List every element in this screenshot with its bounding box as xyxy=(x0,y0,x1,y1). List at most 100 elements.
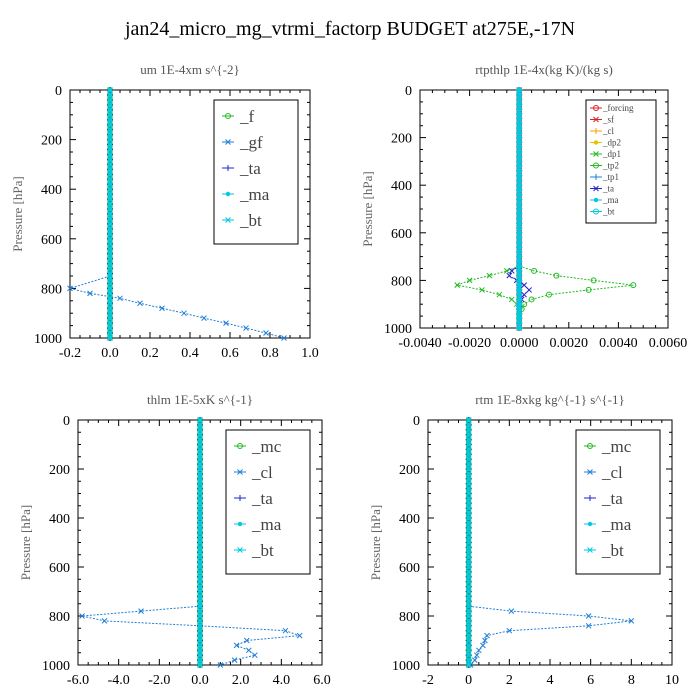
data-point xyxy=(117,295,123,302)
chart-panel-4: rtm 1E-8xkg kg^{-1} s^{-1} Pressure [hPa]… xyxy=(368,392,679,688)
x-tick-label: 0.0 xyxy=(191,673,209,688)
data-point xyxy=(465,456,472,463)
data-point xyxy=(107,191,113,198)
data-point xyxy=(223,320,229,326)
legend-marker xyxy=(587,521,593,527)
x-tick-label: 0.8 xyxy=(261,346,279,361)
data-point xyxy=(243,325,249,331)
data-point xyxy=(197,549,203,556)
chart-panel-2: rtpthlp 1E-4x(kg K)/(kg s) Pressure [hPa]… xyxy=(360,62,687,351)
data-point xyxy=(107,315,113,322)
data-point xyxy=(197,652,203,659)
y-tick-label: 200 xyxy=(391,132,412,147)
legend-marker xyxy=(593,105,599,111)
data-point xyxy=(517,297,522,302)
data-point xyxy=(107,235,113,242)
y-tick-label: 200 xyxy=(399,463,420,478)
data-point xyxy=(517,311,522,316)
legend-marker xyxy=(593,140,599,145)
legend-marker xyxy=(587,495,593,501)
data-point xyxy=(465,583,472,590)
data-point xyxy=(107,102,113,108)
y-tick-label: 800 xyxy=(399,610,420,625)
legend-label: _bt xyxy=(601,541,624,560)
data-point xyxy=(506,272,513,279)
y-axis-label: Pressure [hPa] xyxy=(368,505,383,580)
data-point xyxy=(197,632,203,639)
data-point xyxy=(107,161,113,168)
y-tick-label: 800 xyxy=(41,282,62,297)
data-point xyxy=(107,240,113,247)
panel-title: um 1E-4xm s^{-2} xyxy=(140,62,239,77)
legend-marker xyxy=(237,521,243,527)
x-tick-label: 0 xyxy=(465,673,472,688)
data-point xyxy=(107,206,113,212)
data-point xyxy=(107,305,113,312)
data-point xyxy=(107,330,113,336)
data-point xyxy=(197,642,203,649)
data-point xyxy=(79,613,85,619)
series-cl xyxy=(79,603,303,668)
data-point xyxy=(517,259,522,264)
data-point xyxy=(197,559,203,565)
data-point xyxy=(465,554,472,561)
data-point xyxy=(517,325,522,331)
data-point xyxy=(517,97,522,102)
data-point xyxy=(107,211,113,217)
y-axis-label: Pressure [hPa] xyxy=(18,505,33,580)
panel-title: thlm 1E-5xK s^{-1} xyxy=(147,392,253,407)
y-tick-label: 200 xyxy=(41,134,62,149)
data-point xyxy=(197,446,203,453)
data-point xyxy=(585,613,592,619)
data-point xyxy=(466,277,473,284)
data-point xyxy=(465,652,472,659)
legend-label: _tp1 xyxy=(602,172,619,182)
data-point xyxy=(465,593,472,600)
data-point xyxy=(197,510,203,516)
legend-label: _tp2 xyxy=(602,161,619,171)
legend-marker xyxy=(593,162,599,169)
data-point xyxy=(217,662,224,668)
panel-title: rtpthlp 1E-4x(kg K)/(kg s) xyxy=(475,62,613,77)
data-point xyxy=(245,647,252,654)
data-point xyxy=(465,588,472,595)
series-tp2 xyxy=(516,263,637,322)
data-point xyxy=(486,272,493,279)
data-point xyxy=(107,280,113,287)
data-point xyxy=(107,201,113,207)
data-point xyxy=(508,296,515,303)
series-line xyxy=(518,265,634,319)
data-point xyxy=(465,475,472,482)
data-point xyxy=(197,539,203,546)
legend-label: _cl xyxy=(601,463,623,482)
data-point xyxy=(233,642,240,649)
legend-label: _dp1 xyxy=(602,149,621,159)
legend-marker xyxy=(225,191,231,197)
figure-title: jan24_micro_mg_vtrmi_factorp BUDGET at27… xyxy=(124,18,576,40)
legend-marker xyxy=(593,128,599,134)
x-tick-label: 6.0 xyxy=(313,673,331,688)
legend-marker xyxy=(587,469,593,475)
legend-label: _forcing xyxy=(602,103,634,113)
series-bt xyxy=(516,87,523,331)
data-point xyxy=(107,226,113,232)
data-point xyxy=(107,126,113,133)
data-point xyxy=(517,202,522,207)
data-point xyxy=(107,216,113,222)
data-point xyxy=(465,480,472,487)
x-tick-label: 0.0040 xyxy=(599,336,638,351)
data-point xyxy=(197,456,203,463)
data-point xyxy=(107,270,113,277)
data-point xyxy=(517,321,522,326)
data-point xyxy=(484,632,490,639)
data-point xyxy=(197,490,203,497)
data-point xyxy=(107,176,113,183)
data-point xyxy=(67,285,73,292)
legend-label: _sf xyxy=(602,115,614,125)
data-point xyxy=(197,529,203,536)
legend: _f _gf _ta _ma _bt xyxy=(213,99,299,245)
data-point xyxy=(465,618,472,624)
data-point xyxy=(590,277,597,284)
data-point xyxy=(197,613,203,619)
y-tick-label: 600 xyxy=(49,561,70,576)
